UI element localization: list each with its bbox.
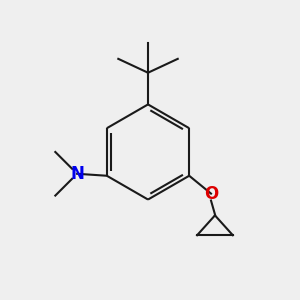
Text: N: N — [70, 165, 84, 183]
Text: O: O — [204, 184, 218, 202]
